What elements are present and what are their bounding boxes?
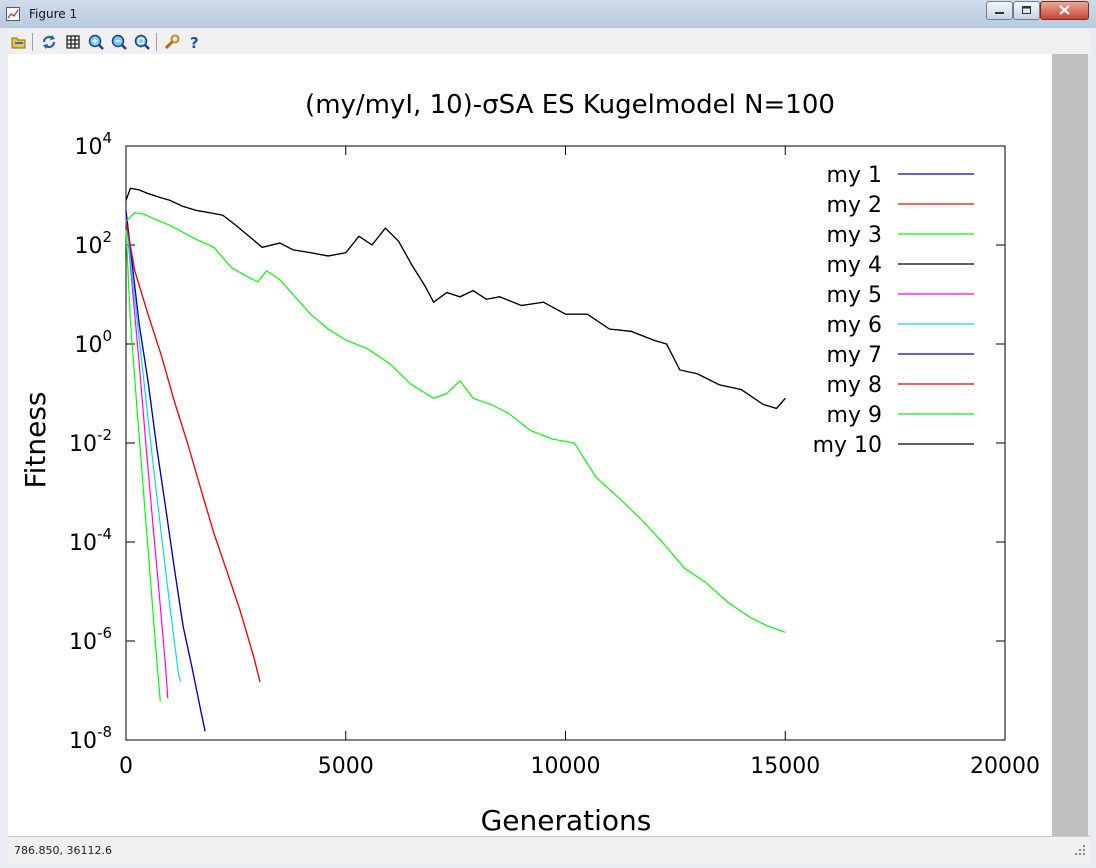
series-line-3 (125, 230, 161, 702)
vertical-scrollbar[interactable] (1052, 54, 1088, 836)
zoom-autoscale-icon[interactable] (134, 34, 150, 50)
minimize-button[interactable] (986, 1, 1013, 20)
close-icon (1059, 5, 1070, 15)
legend-label: my 10 (813, 433, 882, 458)
zoom-in-icon[interactable] (88, 34, 104, 50)
toolbar: ? (8, 30, 1090, 54)
legend: my 1 my 2 my 3 my 4 my 5 my 6 my 7 my 8 my 9 my 1… (813, 163, 974, 458)
x-tick-label: 5000 (318, 754, 374, 779)
series-line-9 (125, 212, 786, 633)
minimize-icon (995, 12, 1004, 14)
legend-label: my 4 (827, 253, 882, 278)
legend-label: my 3 (827, 223, 882, 248)
legend-label: my 9 (827, 403, 882, 428)
series-line-10 (125, 187, 786, 410)
legend-label: my 5 (827, 283, 882, 308)
svg-text:?: ? (190, 34, 199, 50)
chart-title: (my/myI, 10)-σSA ES Kugelmodel N=100 (305, 90, 835, 120)
toolbar-separator (32, 33, 33, 51)
restore-icon (1022, 6, 1031, 14)
series-line-4 (125, 187, 786, 410)
maximize-button[interactable] (1013, 1, 1040, 20)
zoom-out-icon[interactable] (111, 34, 127, 50)
y-tick-label: 10-8 (69, 723, 112, 754)
y-tick-label: 10-4 (69, 525, 112, 556)
series-line-6 (125, 221, 182, 683)
plot-area[interactable]: (my/myI, 10)-σSA ES Kugelmodel N=100 0 50… (8, 54, 1052, 837)
settings-icon[interactable] (164, 34, 180, 50)
x-tick-label: 0 (119, 754, 133, 779)
y-tick-label: 10-2 (69, 426, 112, 457)
y-tick-label: 104 (74, 129, 112, 160)
series-line-8 (125, 221, 261, 682)
close-button[interactable] (1040, 1, 1089, 20)
y-tick-label: 100 (74, 327, 112, 358)
series-line-1 (125, 210, 206, 732)
legend-label: my 1 (827, 163, 882, 188)
y-axis: 104 102 100 10-2 10-4 10-6 10-8 (69, 129, 1005, 754)
x-axis: 0 5000 10000 15000 20000 (119, 146, 1040, 779)
title-bar[interactable]: Figure 1 (0, 0, 1096, 28)
status-bar: 786.850, 36112.6 (8, 836, 1090, 863)
refresh-icon[interactable] (41, 34, 57, 50)
legend-label: my 8 (827, 373, 882, 398)
x-tick-label: 20000 (970, 754, 1040, 779)
x-tick-label: 15000 (750, 754, 820, 779)
help-icon[interactable]: ? (187, 34, 203, 50)
toolbar-separator (156, 33, 157, 51)
y-tick-label: 102 (74, 228, 112, 259)
figure-app-icon (6, 7, 20, 21)
legend-label: my 7 (827, 343, 882, 368)
series-lines (125, 187, 786, 732)
resize-grip-icon[interactable] (1074, 844, 1086, 856)
chart[interactable]: (my/myI, 10)-σSA ES Kugelmodel N=100 0 50… (8, 54, 1052, 837)
y-axis-label: Fitness (19, 392, 52, 489)
series-line-5 (125, 215, 169, 699)
legend-label: my 2 (827, 193, 882, 218)
y-tick-label: 10-6 (69, 624, 112, 655)
series-line-7 (125, 210, 206, 732)
cursor-coordinates: 786.850, 36112.6 (14, 844, 112, 857)
x-tick-label: 10000 (531, 754, 601, 779)
window-title: Figure 1 (29, 7, 78, 21)
legend-label: my 6 (827, 313, 882, 338)
load-icon[interactable] (11, 34, 27, 50)
grid-icon[interactable] (65, 34, 81, 50)
x-axis-label: Generations (481, 804, 652, 836)
